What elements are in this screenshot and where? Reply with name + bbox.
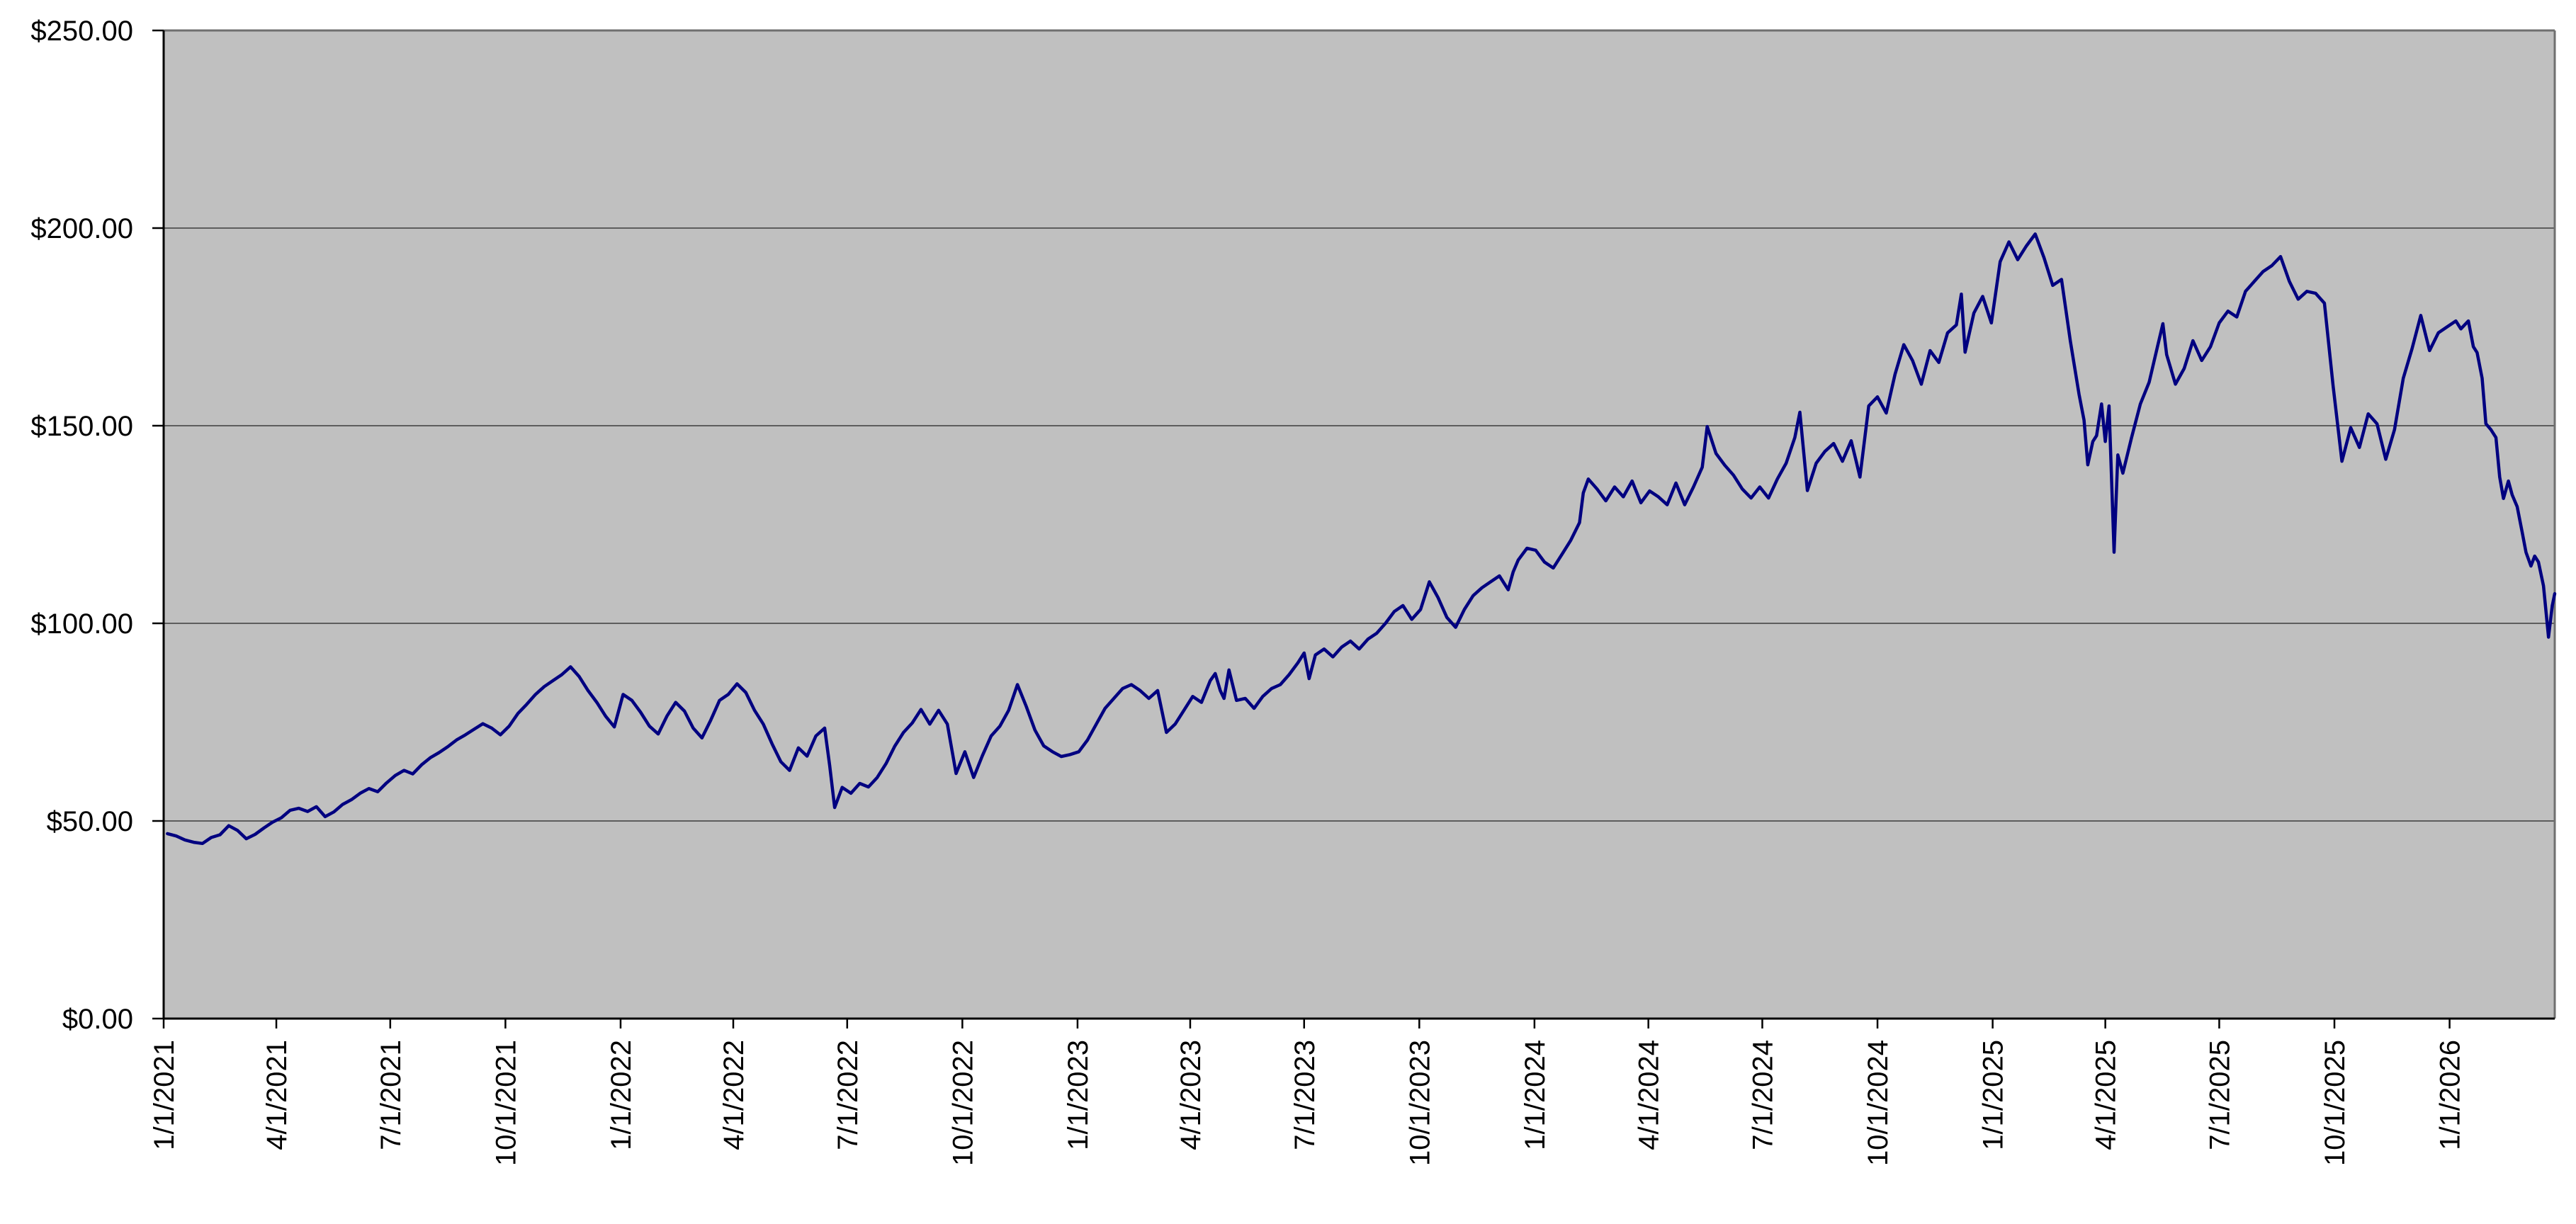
- y-tick-label: $200.00: [30, 213, 133, 244]
- plot-area: [164, 30, 2555, 1019]
- x-tick-label: 1/1/2022: [606, 1040, 637, 1150]
- x-tick-label: 10/1/2025: [2320, 1040, 2351, 1166]
- x-tick-label: 7/1/2021: [375, 1040, 407, 1150]
- x-tick-label: 1/1/2021: [149, 1040, 180, 1150]
- y-axis-labels: $0.00 $50.00 $100.00 $150.00 $200.00 $250.00: [30, 16, 133, 1035]
- x-tick-label: 4/1/2023: [1175, 1040, 1207, 1150]
- x-tick-label: 4/1/2025: [2091, 1040, 2122, 1150]
- y-tick-label: $100.00: [30, 608, 133, 640]
- y-tick-label: $0.00: [62, 1004, 133, 1035]
- x-tick-label: 4/1/2024: [1634, 1040, 1665, 1150]
- x-tick-label: 4/1/2022: [718, 1040, 750, 1150]
- x-tick-label: 7/1/2025: [2204, 1040, 2235, 1150]
- x-tick-label: 7/1/2022: [832, 1040, 864, 1150]
- plot-border: [164, 29, 2556, 1019]
- y-tick-label: $50.00: [47, 806, 133, 837]
- price-series: [166, 232, 2557, 846]
- x-tick-label: 7/1/2024: [1747, 1040, 1778, 1150]
- x-tick-label: 7/1/2023: [1289, 1040, 1321, 1150]
- x-tick-label: 1/1/2024: [1520, 1040, 1551, 1150]
- y-tick-label: $150.00: [30, 411, 133, 442]
- x-tick-label: 1/1/2023: [1063, 1040, 1094, 1150]
- y-tick-label: $250.00: [30, 16, 133, 47]
- x-axis-labels: 1/1/2021 4/1/2021 7/1/2021 10/1/2021 1/1/202…: [149, 1040, 2466, 1166]
- x-tick-label: 10/1/2022: [947, 1040, 978, 1166]
- price-line: [166, 232, 2557, 846]
- x-tick-label: 10/1/2021: [490, 1040, 521, 1166]
- x-tick-label: 10/1/2024: [1863, 1040, 1894, 1166]
- x-tick-label: 1/1/2026: [2435, 1040, 2466, 1150]
- axes: [162, 30, 2555, 1020]
- x-tick-label: 1/1/2025: [1978, 1040, 2009, 1150]
- axis-ticks: [152, 29, 2451, 1028]
- x-tick-label: 4/1/2021: [261, 1040, 293, 1150]
- plot-area-background: [164, 30, 2555, 1019]
- x-tick-label: 10/1/2023: [1404, 1040, 1435, 1166]
